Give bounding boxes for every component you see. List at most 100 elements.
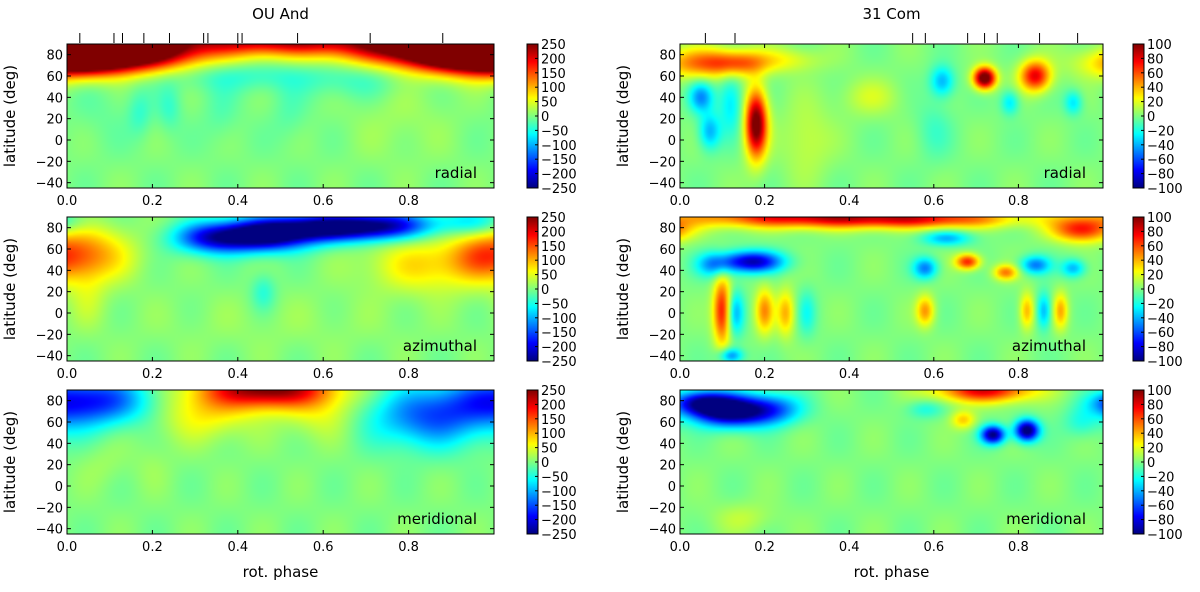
colorbar-tick-label: 80 bbox=[1147, 225, 1164, 240]
y-axis-label: latitude (deg) bbox=[614, 411, 632, 513]
colorbar-tick-label: −100 bbox=[1147, 355, 1183, 370]
plot-frame bbox=[66, 389, 495, 535]
colorbar bbox=[1133, 217, 1144, 361]
colorbar-tick-label: 20 bbox=[1147, 442, 1164, 457]
colorbar bbox=[527, 44, 538, 188]
y-tick-label: 20 bbox=[46, 459, 63, 474]
plot-frame bbox=[679, 216, 1104, 362]
component-label: radial bbox=[1044, 164, 1086, 182]
y-axis-label: latitude (deg) bbox=[1, 65, 19, 167]
y-tick-label: −40 bbox=[36, 350, 63, 365]
colorbar-tick-label: 150 bbox=[541, 240, 566, 255]
x-tick-label: 0.8 bbox=[1008, 367, 1029, 382]
x-tick-label: 0.6 bbox=[923, 367, 944, 382]
colorbar-tick-label: −50 bbox=[541, 297, 568, 312]
y-tick-label: 20 bbox=[46, 113, 63, 128]
y-tick-label: −20 bbox=[36, 155, 63, 170]
x-tick-label: 0.2 bbox=[754, 194, 775, 209]
colorbar-tick-label: −250 bbox=[541, 355, 577, 370]
y-tick-label: 0 bbox=[55, 134, 63, 149]
y-tick-label: −20 bbox=[36, 328, 63, 343]
x-tick-label: 0.4 bbox=[227, 194, 248, 209]
colorbar-tick-label: −20 bbox=[1147, 124, 1174, 139]
colorbar-tick-label: 100 bbox=[1147, 38, 1172, 53]
colorbar-tick-label: 0 bbox=[1147, 456, 1155, 471]
colorbar-tick-label: −250 bbox=[541, 182, 577, 197]
x-tick-label: 0.0 bbox=[57, 367, 78, 382]
y-tick-label: −40 bbox=[649, 523, 676, 538]
colorbar-tick-label: −50 bbox=[541, 470, 568, 485]
colorbar bbox=[1133, 44, 1144, 188]
colorbar-tick-label: 150 bbox=[541, 413, 566, 428]
colorbar-tick-label: 100 bbox=[541, 427, 566, 442]
colorbar-tick-label: 250 bbox=[541, 384, 566, 399]
y-axis-label: latitude (deg) bbox=[614, 65, 632, 167]
colorbar bbox=[527, 217, 538, 361]
colorbar-tick-label: −250 bbox=[541, 528, 577, 543]
y-tick-label: 20 bbox=[46, 286, 63, 301]
colorbar-tick-label: 0 bbox=[541, 283, 549, 298]
y-tick-label: 80 bbox=[659, 222, 676, 237]
colorbar-tick-label: 100 bbox=[1147, 384, 1172, 399]
y-tick-label: 40 bbox=[46, 91, 63, 106]
heatmap-image bbox=[67, 217, 494, 361]
y-tick-label: 20 bbox=[659, 113, 676, 128]
y-tick-label: 60 bbox=[46, 416, 63, 431]
colorbar-tick-label: 250 bbox=[541, 211, 566, 226]
colorbar-tick-label: −60 bbox=[1147, 499, 1174, 514]
x-tick-label: 0.0 bbox=[670, 367, 691, 382]
y-tick-label: −40 bbox=[649, 177, 676, 192]
colorbar-tick-label: −40 bbox=[1147, 312, 1174, 327]
colorbar-tick-label: −100 bbox=[1147, 182, 1183, 197]
y-axis-label: latitude (deg) bbox=[1, 238, 19, 340]
colorbar-tick-label: 20 bbox=[1147, 96, 1164, 111]
plot-frame bbox=[66, 43, 495, 189]
colorbar-tick-label: −80 bbox=[1147, 341, 1174, 356]
component-label: azimuthal bbox=[403, 337, 477, 355]
colorbar-tick-label: 50 bbox=[541, 96, 558, 111]
x-tick-label: 0.0 bbox=[670, 194, 691, 209]
panel-title: OU And bbox=[252, 5, 309, 23]
y-tick-label: 40 bbox=[659, 264, 676, 279]
colorbar-tick-label: −100 bbox=[541, 312, 577, 327]
colorbar-tick-label: −50 bbox=[541, 124, 568, 139]
x-tick-label: 0.4 bbox=[839, 540, 860, 555]
x-tick-label: 0.8 bbox=[1008, 194, 1029, 209]
plot-frame bbox=[66, 216, 495, 362]
x-tick-label: 0.8 bbox=[398, 367, 419, 382]
colorbar-tick-label: −150 bbox=[541, 499, 577, 514]
heatmap-image bbox=[680, 44, 1103, 188]
x-axis-label: rot. phase bbox=[854, 563, 930, 581]
y-tick-label: 60 bbox=[659, 70, 676, 85]
colorbar-tick-label: 200 bbox=[541, 52, 566, 67]
y-axis-label: latitude (deg) bbox=[614, 238, 632, 340]
y-tick-label: 40 bbox=[46, 437, 63, 452]
y-tick-label: 40 bbox=[46, 264, 63, 279]
y-tick-label: 60 bbox=[46, 243, 63, 258]
x-tick-label: 0.4 bbox=[227, 540, 248, 555]
x-axis-label: rot. phase bbox=[243, 563, 319, 581]
x-tick-label: 0.4 bbox=[839, 194, 860, 209]
colorbar-tick-label: 60 bbox=[1147, 67, 1164, 82]
colorbar-tick-label: 50 bbox=[541, 269, 558, 284]
y-tick-label: 60 bbox=[659, 416, 676, 431]
colorbar-tick-label: 100 bbox=[541, 254, 566, 269]
plot-frame bbox=[679, 43, 1104, 189]
heatmap-image bbox=[680, 217, 1103, 361]
y-tick-label: 0 bbox=[668, 134, 676, 149]
colorbar-tick-label: 40 bbox=[1147, 427, 1164, 442]
colorbar-tick-label: 20 bbox=[1147, 269, 1164, 284]
colorbar bbox=[527, 390, 538, 534]
colorbar-tick-label: 150 bbox=[541, 67, 566, 82]
colorbar-tick-label: 0 bbox=[1147, 283, 1155, 298]
colorbar-tick-label: 200 bbox=[541, 398, 566, 413]
x-tick-label: 0.4 bbox=[839, 367, 860, 382]
x-tick-label: 0.2 bbox=[754, 540, 775, 555]
x-tick-label: 0.0 bbox=[57, 540, 78, 555]
y-tick-label: 60 bbox=[659, 243, 676, 258]
heatmap-image bbox=[680, 390, 1103, 534]
colorbar-tick-label: 80 bbox=[1147, 398, 1164, 413]
y-tick-label: −40 bbox=[36, 177, 63, 192]
